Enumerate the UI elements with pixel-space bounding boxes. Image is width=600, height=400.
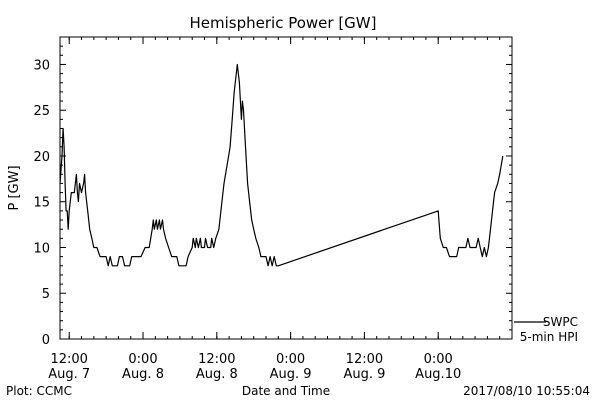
x-tick-label-time: 12:00 xyxy=(346,352,383,367)
y-tick-label: 25 xyxy=(33,104,50,119)
x-tick-label-time: 0:00 xyxy=(128,352,157,367)
series-layer xyxy=(59,63,504,267)
y-tick-label: 5 xyxy=(42,287,50,302)
x-axis-label: Date and Time xyxy=(241,384,331,398)
y-tick-label: 0 xyxy=(42,333,50,348)
x-tick-label-date: Aug. 8 xyxy=(196,367,238,382)
plot-source: Plot: CCMC xyxy=(6,384,72,398)
x-tick-label-time: 12:00 xyxy=(198,352,235,367)
legend-label-hpi: 5-min HPI xyxy=(520,330,578,344)
y-tick-label: 20 xyxy=(33,150,50,165)
x-tick-label-date: Aug. 8 xyxy=(122,367,164,382)
x-tick-label-date: Aug. 9 xyxy=(270,367,312,382)
y-tick-label: 15 xyxy=(33,196,50,211)
y-tick-label: 30 xyxy=(33,58,50,73)
x-tick-label-date: Aug. 7 xyxy=(48,367,90,382)
x-tick-label-time: 0:00 xyxy=(276,352,305,367)
x-tick-label-date: Aug.10 xyxy=(415,367,461,382)
y-axis-label: P [GW] xyxy=(7,165,22,210)
legend-label-swpc: SWPC xyxy=(543,315,578,329)
plot-timestamp: 2017/08/10 10:55:04 xyxy=(463,384,590,398)
y-tick-label: 10 xyxy=(33,241,50,256)
series-line-swpc xyxy=(59,63,504,267)
x-tick-label-date: Aug. 9 xyxy=(343,367,385,382)
plot-axes xyxy=(59,36,513,340)
x-tick-label-time: 0:00 xyxy=(424,352,453,367)
x-tick-label-time: 12:00 xyxy=(50,352,87,367)
axis-ticks xyxy=(60,36,513,340)
chart-title: Hemispheric Power [GW] xyxy=(190,14,377,32)
plot-frame xyxy=(59,36,513,340)
